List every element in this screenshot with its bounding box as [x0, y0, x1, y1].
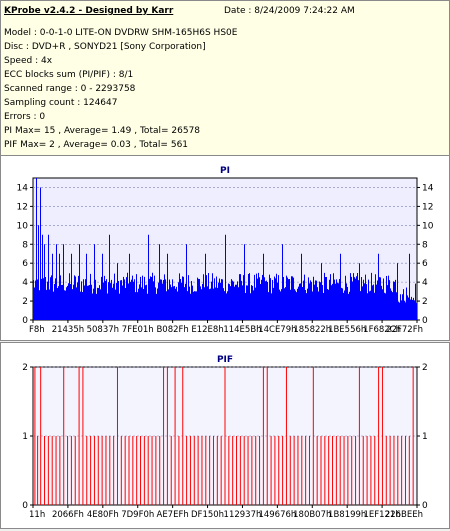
pi-chart-panel: PI 0 0 2 2 4 4 6 6 8 8 10 10 12 12 14 14 F8h 21435h 50837h 7… — [0, 155, 450, 341]
pi-y-tick-label: 6 — [22, 259, 28, 269]
pi-y-tick-label-right: 10 — [422, 221, 434, 231]
pi-y-tick-label: 10 — [17, 221, 29, 231]
info-speed: Speed : 4x — [4, 56, 53, 66]
info-model: Model : 0-0-1-0 LITE-ON DVDRW SHM-165H6S… — [4, 28, 238, 38]
pi-chart: PI 0 0 2 2 4 4 6 6 8 8 10 10 12 12 14 14 F8h 21435h 50837h 7… — [17, 166, 434, 335]
pi-x-tick-label: F8h — [29, 325, 45, 335]
pif-x-tick-label: AE7EFh — [157, 510, 189, 520]
pi-x-tick-label: 21435h — [52, 325, 84, 335]
pi-x-tick-label: B082Fh — [156, 325, 188, 335]
pif-x-tick-label: DF150h — [191, 510, 224, 520]
pi-x-tick-label: 114E5Bh — [223, 325, 261, 335]
pi-title: PI — [220, 166, 230, 176]
info-ecc-blocks: ECC blocks sum (PI/PIF) : 8/1 — [4, 70, 134, 80]
pi-y-tick-label: 4 — [22, 278, 28, 288]
pi-y-tick-label-right: 4 — [422, 278, 428, 288]
pif-x-tick-label: 226BEEh — [385, 510, 423, 520]
pi-x-tick-label: 1BE556h — [328, 325, 366, 335]
pif-y-tick-label: 2 — [22, 363, 28, 373]
pif-title: PIF — [217, 355, 233, 365]
pi-y-tick-label-right: 6 — [422, 259, 428, 269]
pi-x-tick-label: 50837h — [87, 325, 119, 335]
pif-y-tick-label-right: 1 — [422, 432, 428, 442]
info-disc: Disc : DVD+R , SONYD21 [Sony Corporation… — [4, 42, 206, 52]
pif-chart: PIF 0 0 1 1 2 2 11h 2066Fh 4E80Fh 7D9F0h AE7EFh DF15… — [22, 355, 428, 520]
pi-y-tick-label: 0 — [22, 316, 28, 326]
pi-y-tick-label-right: 14 — [422, 183, 434, 193]
pi-y-tick-label-right: 2 — [422, 297, 428, 307]
pif-y-tick-label: 0 — [22, 501, 28, 511]
pif-y-tick-label-right: 2 — [422, 363, 428, 373]
pi-x-tick-label: 185822h — [293, 325, 331, 335]
pi-x-tick-label: 22F72Fh — [386, 325, 423, 335]
info-errors: Errors : 0 — [4, 112, 46, 122]
pif-x-tick-label: 180B07h — [293, 510, 331, 520]
pi-y-tick-label-right: 0 — [422, 316, 428, 326]
pi-y-tick-label: 2 — [22, 297, 28, 307]
info-pi-summary: PI Max= 15 , Average= 1.49 , Total= 2657… — [4, 126, 201, 136]
pi-x-tick-label: E12E8h — [191, 325, 223, 335]
pif-x-tick-label: 1B8199h — [328, 510, 366, 520]
info-panel: KProbe v2.4.2 - Designed by Karr Date : … — [0, 0, 450, 156]
pif-x-tick-label: 112937h — [224, 510, 262, 520]
pi-y-tick-label: 14 — [17, 183, 29, 193]
pif-x-tick-label: 1EF121h — [363, 510, 400, 520]
info-pif-summary: PIF Max= 2 , Average= 0.03 , Total= 561 — [4, 140, 189, 150]
pi-x-tick-label: 1F682Ch — [363, 325, 401, 335]
pif-chart-panel: PIF 0 0 1 1 2 2 11h 2066Fh 4E80Fh 7D9F0h AE7EFh DF15… — [0, 342, 450, 529]
pif-x-tick-label: 2066Fh — [52, 510, 84, 520]
pif-x-tick-label: 11h — [29, 510, 45, 520]
app-title: KProbe v2.4.2 - Designed by Karr — [4, 6, 174, 16]
pif-x-tick-label: 7D9F0h — [121, 510, 154, 520]
info-sampling-count: Sampling count : 124647 — [4, 98, 118, 108]
pif-x-tick-label: 149676h — [258, 510, 296, 520]
pif-x-tick-label: 4E80Fh — [87, 510, 119, 520]
pif-y-tick-label-right: 0 — [422, 501, 428, 511]
pi-x-tick-label: 14CE79h — [258, 325, 296, 335]
info-scanned-range: Scanned range : 0 - 2293758 — [4, 84, 136, 94]
scan-date: Date : 8/24/2009 7:24:22 AM — [224, 6, 355, 16]
pi-x-tick-label: 7FE01h — [122, 325, 154, 335]
pi-y-tick-label-right: 8 — [422, 240, 428, 250]
pif-y-tick-label: 1 — [22, 432, 28, 442]
pi-y-tick-label: 12 — [17, 202, 28, 212]
pi-y-tick-label: 8 — [22, 240, 28, 250]
pi-y-tick-label-right: 12 — [422, 202, 433, 212]
